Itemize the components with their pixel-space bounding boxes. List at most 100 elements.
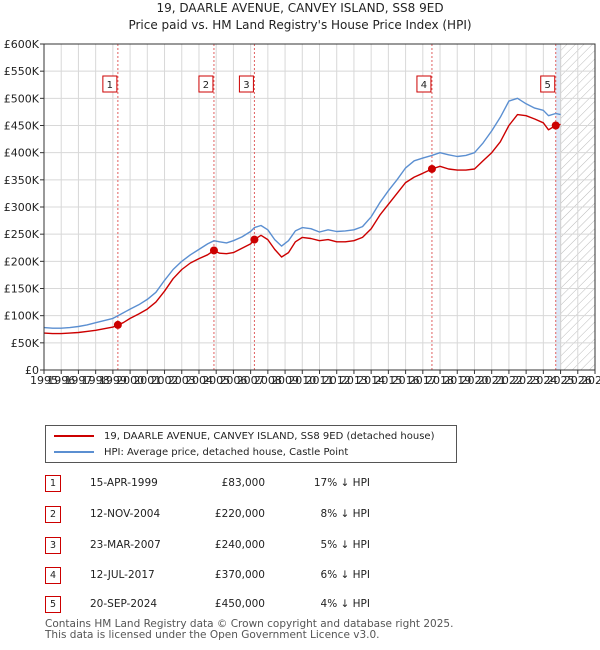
- x-tick-label: 2018: [426, 374, 454, 387]
- sale-price: £240,000: [214, 539, 265, 551]
- legend-item-hpi: HPI: Average price, detached house, Cast…: [54, 445, 348, 459]
- sale-badge-box: [540, 75, 556, 93]
- x-tick-label: 2012: [323, 374, 351, 387]
- sale-price: £83,000: [221, 477, 265, 489]
- sale-point: [250, 235, 259, 244]
- sale-row: 1 15-APR-1999 £83,000 17% ↓ HPI: [45, 475, 405, 493]
- y-tick-label: £600K: [4, 38, 40, 51]
- y-tick-label: £100K: [4, 310, 40, 323]
- x-tick-label: 2014: [357, 374, 385, 387]
- y-tick-label: £450K: [4, 120, 40, 133]
- sale-badge: 4: [45, 567, 61, 584]
- plot-frame: [43, 43, 596, 371]
- sale-hpi-diff: 6% ↓ HPI: [320, 569, 370, 581]
- y-tick-label: £300K: [4, 201, 40, 214]
- x-tick-label: 1995: [30, 374, 58, 387]
- x-tick-label: 2000: [116, 374, 144, 387]
- sale-hpi-diff: 4% ↓ HPI: [320, 598, 370, 610]
- y-tick-label: £500K: [4, 92, 40, 105]
- x-tick-label: 1997: [64, 374, 92, 387]
- x-tick-label: 2011: [306, 374, 334, 387]
- sale-row: 5 20-SEP-2024 £450,000 4% ↓ HPI: [45, 596, 405, 614]
- sale-price: £220,000: [214, 508, 265, 520]
- x-tick-label: 2010: [288, 374, 316, 387]
- x-tick-label: 2001: [133, 374, 161, 387]
- chart-subtitle: Price paid vs. HM Land Registry's House …: [128, 18, 471, 32]
- sale-price: £370,000: [214, 569, 265, 581]
- footer-copyright: Contains HM Land Registry data © Crown c…: [45, 618, 454, 630]
- x-tick-label: 2009: [271, 374, 299, 387]
- x-tick-label: 2002: [151, 374, 179, 387]
- sale-date: 15-APR-1999: [90, 477, 158, 489]
- sale-badge-marker: 5: [540, 75, 556, 93]
- legend-swatch-property: [54, 435, 94, 437]
- sale-badge-box: [238, 75, 254, 93]
- sale-badge-label: 1: [107, 80, 113, 91]
- x-tick-label: 2024: [529, 374, 557, 387]
- property-price-line: [43, 113, 561, 335]
- price-chart: 19, DAARLE AVENUE, CANVEY ISLAND, SS8 9E…: [4, 1, 600, 387]
- x-tick-label: 2008: [254, 374, 282, 387]
- sale-badge-marker: 4: [416, 75, 432, 93]
- sale-date: 20-SEP-2024: [90, 598, 158, 610]
- sale-badge-marker: 3: [238, 75, 254, 93]
- legend-swatch-hpi: [54, 451, 94, 453]
- legend-item-property: 19, DAARLE AVENUE, CANVEY ISLAND, SS8 9E…: [54, 429, 434, 443]
- x-tick-label: 2027: [581, 374, 600, 387]
- y-tick-label: £250K: [4, 228, 40, 241]
- sale-date: 12-JUL-2017: [90, 569, 155, 581]
- x-tick-label: 1999: [99, 374, 127, 387]
- sale-badge: 5: [45, 596, 61, 613]
- sale-hpi-diff: 5% ↓ HPI: [320, 539, 370, 551]
- legend: 19, DAARLE AVENUE, CANVEY ISLAND, SS8 9E…: [45, 425, 457, 463]
- chart-title: 19, DAARLE AVENUE, CANVEY ISLAND, SS8 9E…: [156, 1, 443, 15]
- x-tick-label: 2007: [237, 374, 265, 387]
- sale-row: 4 12-JUL-2017 £370,000 6% ↓ HPI: [45, 567, 405, 585]
- x-tick-label: 2019: [443, 374, 471, 387]
- sale-badge: 2: [45, 506, 61, 523]
- x-tick-label: 2016: [392, 374, 420, 387]
- x-tick-label: 2013: [340, 374, 368, 387]
- y-tick-label: £150K: [4, 283, 40, 296]
- sale-badge-label: 2: [203, 80, 209, 91]
- y-tick-label: £50K: [11, 337, 40, 350]
- footer-licence: This data is licensed under the Open Gov…: [45, 629, 380, 641]
- x-tick-label: 2025: [547, 374, 575, 387]
- sale-date: 23-MAR-2007: [90, 539, 161, 551]
- y-tick-label: £200K: [4, 255, 40, 268]
- footer: Contains HM Land Registry data © Crown c…: [45, 619, 453, 641]
- x-tick-label: 2021: [478, 374, 506, 387]
- sale-badge-box: [198, 75, 214, 93]
- sale-badge-marker: 1: [102, 75, 118, 93]
- sale-row: 2 12-NOV-2004 £220,000 8% ↓ HPI: [45, 506, 405, 524]
- x-tick-label: 2026: [564, 374, 592, 387]
- y-tick-label: £550K: [4, 65, 40, 78]
- sale-badge-box: [102, 75, 118, 93]
- y-tick-label: £0: [25, 364, 39, 377]
- sale-hpi-diff: 17% ↓ HPI: [313, 477, 370, 489]
- sale-badge-marker: 2: [198, 75, 214, 93]
- x-tick-label: 2023: [512, 374, 540, 387]
- legend-label-property: 19, DAARLE AVENUE, CANVEY ISLAND, SS8 9E…: [104, 430, 435, 442]
- y-tick-label: £350K: [4, 174, 40, 187]
- hpi-line: [43, 97, 561, 329]
- sale-badge-box: [416, 75, 432, 93]
- sale-hpi-diff: 8% ↓ HPI: [320, 508, 370, 520]
- sale-badge-label: 5: [545, 80, 551, 91]
- x-tick-label: 1996: [47, 374, 75, 387]
- x-tick-label: 2020: [460, 374, 488, 387]
- sale-row: 3 23-MAR-2007 £240,000 5% ↓ HPI: [45, 537, 405, 555]
- legend-label-hpi: HPI: Average price, detached house, Cast…: [104, 446, 349, 458]
- x-tick-label: 2022: [495, 374, 523, 387]
- sale-badge-label: 4: [421, 80, 427, 91]
- x-tick-label: 1998: [82, 374, 110, 387]
- y-tick-label: £400K: [4, 147, 40, 160]
- x-tick-label: 2003: [168, 374, 196, 387]
- sale-badge-label: 3: [243, 80, 249, 91]
- sale-badge: 3: [45, 537, 61, 554]
- sale-date: 12-NOV-2004: [90, 508, 161, 520]
- x-tick-label: 2015: [374, 374, 402, 387]
- x-tick-label: 2006: [219, 374, 247, 387]
- sale-badge: 1: [45, 475, 61, 492]
- x-tick-label: 2017: [409, 374, 437, 387]
